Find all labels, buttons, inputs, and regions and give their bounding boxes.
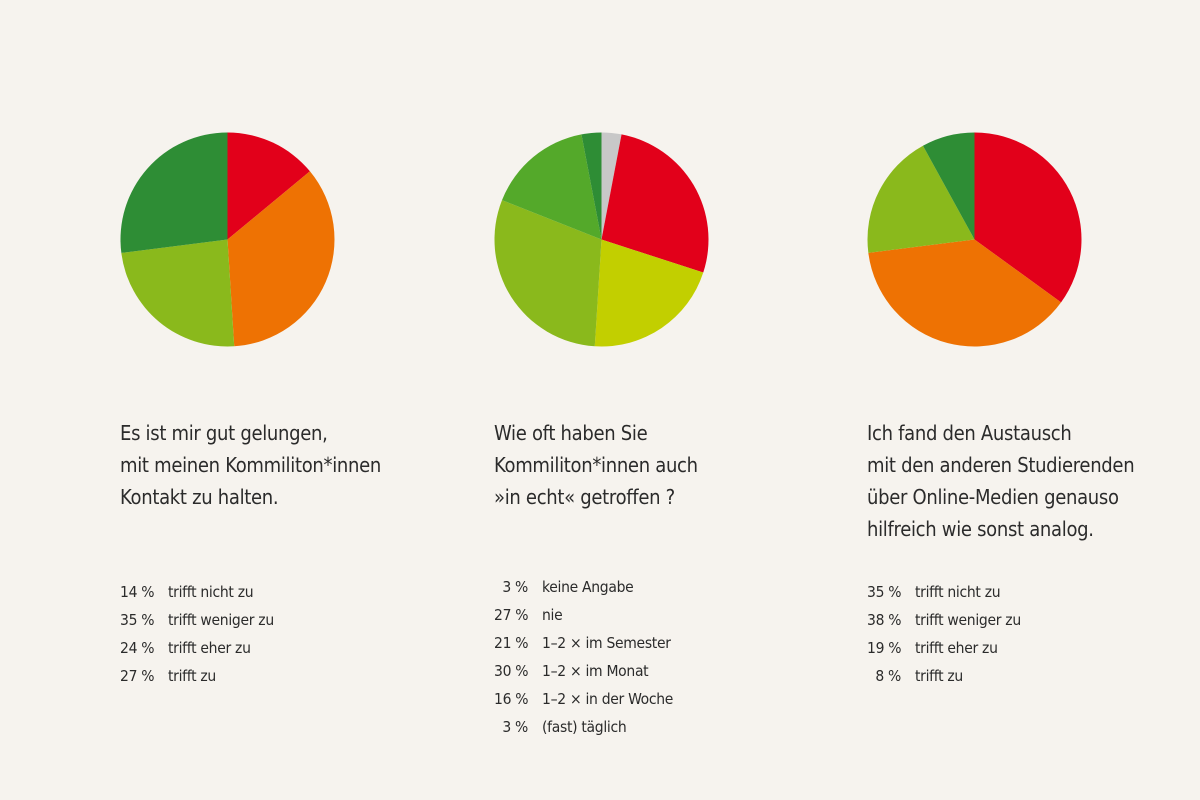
legend-item: 8 % trifft zu [867,662,1021,690]
legend-label: keine Angabe [542,578,634,596]
pie-slice-1-2-im-semester [594,239,704,347]
pie-slice-trifft-zu [922,132,975,240]
legend-item: 27 % trifft zu [120,662,274,690]
pie-slice-fast-taeglich [581,132,602,240]
legend-label: (fast) täglich [542,718,627,736]
question-line: mit den anderen Studierenden [867,453,1135,477]
legend-item: 38 % trifft weniger zu [867,606,1021,634]
pie-slice-trifft-weniger-zu [868,239,1062,347]
legend: 35 % trifft nicht zu 38 % trifft weniger z… [867,578,1021,690]
legend-label: nie [542,606,563,624]
pie-panel-exchange: Ich fand den Austausch mit den anderen S… [867,0,1187,800]
legend-item: 21 % 1–2 × im Semester [494,629,673,657]
pie-chart-exchange [867,132,1082,347]
pie-chart-contact [120,132,335,347]
question-title: Ich fand den Austausch mit den anderen S… [867,417,1197,545]
legend-percent: 35 % [867,583,902,601]
legend-item: 30 % 1–2 × im Monat [494,657,673,685]
legend-item: 3 % (fast) täglich [494,713,673,741]
pie-chart-meetings [494,132,709,347]
pie-panel-meetings: Wie oft haben Sie Kommiliton*innen auch … [494,0,814,800]
question-line: hilfreich wie sonst analog. [867,517,1094,541]
legend-percent: 21 % [494,634,529,652]
pie-slice-nie [601,134,709,273]
pie-panel-contact: Es ist mir gut gelungen, mit meinen Komm… [120,0,440,800]
pie-slice-trifft-eher-zu [867,145,975,253]
legend-label: trifft nicht zu [915,583,1001,601]
pie-slice-trifft-nicht-zu [227,132,310,240]
legend-item: 14 % trifft nicht zu [120,578,274,606]
legend-percent: 27 % [120,667,155,685]
question-line: über Online-Medien genauso [867,485,1119,509]
legend-percent: 35 % [120,611,155,629]
question-line: mit meinen Kommiliton*innen [120,453,382,477]
legend-label: trifft eher zu [168,639,251,657]
pie-slice-trifft-eher-zu [121,239,235,347]
legend-item: 19 % trifft eher zu [867,634,1021,662]
legend-item: 3 % keine Angabe [494,573,673,601]
legend: 14 % trifft nicht zu 35 % trifft weniger z… [120,578,274,690]
question-title: Wie oft haben Sie Kommiliton*innen auch … [494,417,824,513]
legend-item: 35 % trifft nicht zu [867,578,1021,606]
legend-label: 1–2 × im Monat [542,662,649,680]
legend-item: 16 % 1–2 × in der Woche [494,685,673,713]
legend: 3 % keine Angabe 27 % nie 21 % 1–2 × im Sem… [494,573,673,741]
legend-item: 35 % trifft weniger zu [120,606,274,634]
question-line: »in echt« getroffen ? [494,485,675,509]
legend-label: trifft weniger zu [168,611,274,629]
question-line: Es ist mir gut gelungen, [120,421,328,445]
legend-label: trifft weniger zu [915,611,1021,629]
pie-slice-trifft-nicht-zu [974,132,1082,303]
pie-slice-trifft-zu [120,132,228,253]
legend-percent: 30 % [494,662,529,680]
legend-item: 27 % nie [494,601,673,629]
legend-label: trifft zu [915,667,963,685]
question-line: Wie oft haben Sie [494,421,648,445]
question-line: Kontakt zu halten. [120,485,279,509]
legend-percent: 3 % [502,578,528,596]
legend-label: trifft zu [168,667,216,685]
question-title: Es ist mir gut gelungen, mit meinen Komm… [120,417,450,513]
legend-percent: 8 % [875,667,901,685]
legend-label: 1–2 × im Semester [542,634,671,652]
pie-slice-1-2-in-der-woche [502,134,602,240]
legend-label: trifft eher zu [915,639,998,657]
legend-label: trifft nicht zu [168,583,254,601]
legend-percent: 19 % [867,639,902,657]
pie-slice-keine-angabe [601,132,622,240]
legend-label: 1–2 × in der Woche [542,690,674,708]
pie-slice-trifft-weniger-zu [227,171,335,347]
pie-slice-1-2-im-monat [494,200,602,347]
legend-item: 24 % trifft eher zu [120,634,274,662]
legend-percent: 38 % [867,611,902,629]
legend-percent: 24 % [120,639,155,657]
question-line: Kommiliton*innen auch [494,453,698,477]
legend-percent: 3 % [502,718,528,736]
question-line: Ich fand den Austausch [867,421,1072,445]
legend-percent: 14 % [120,583,155,601]
legend-percent: 16 % [494,690,529,708]
legend-percent: 27 % [494,606,529,624]
